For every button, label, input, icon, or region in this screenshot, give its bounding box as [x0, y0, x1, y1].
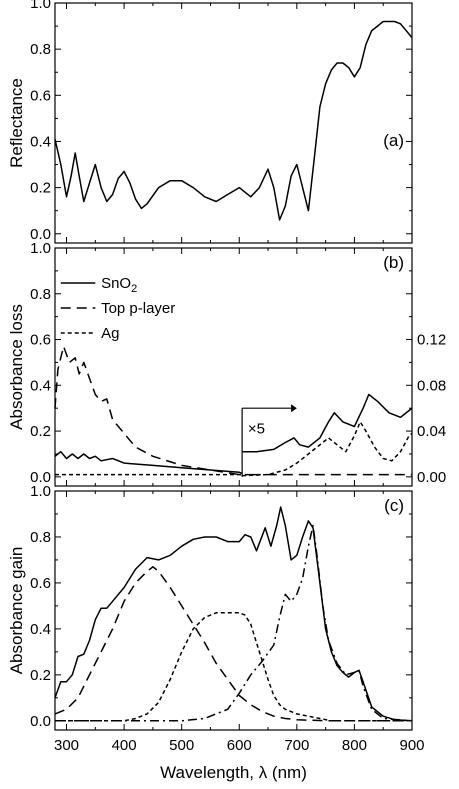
panel-c-series-dashdot-line: [55, 524, 413, 722]
panel-b-series-dotted-line: [242, 421, 413, 477]
panel-a-ylabel: Reflectance: [7, 78, 26, 168]
panel-b-series-dashed-line: [54, 345, 251, 476]
panel-b-ytick-label: 0.0: [30, 469, 51, 486]
panel-c-ytick-label: 0.6: [30, 575, 51, 592]
panel-a-ytick-label: 0.6: [30, 87, 51, 104]
panel-b-tag: (b): [383, 253, 404, 272]
legend-entry-solid: SnO2: [101, 275, 137, 295]
panel-b-right-ytick-label: 0.12: [417, 332, 446, 349]
panel-c-ytick-label: 0.8: [30, 529, 51, 546]
panel-c-ytick-label: 0.0: [30, 713, 51, 730]
panel-b-ytick-label: 0.2: [30, 423, 51, 440]
panel-b-frame: [54, 247, 413, 487]
panel-b-right-ytick-label: 0.04: [417, 423, 446, 440]
panel-a-series-solid-line: [54, 20, 413, 221]
panel-a-tag: (a): [383, 131, 404, 150]
panel-c-frame: [54, 490, 413, 731]
panel-c-tag: (c): [384, 496, 404, 515]
panel-b-ylabel: Absorbance loss: [7, 304, 26, 430]
panel-c-series-dashed-line: [54, 566, 412, 722]
panel-c-ytick-label: 0.2: [30, 667, 51, 684]
panel-b-ytick-label: 1.0: [30, 240, 51, 257]
x-axis-title: Wavelength, λ (nm): [160, 763, 307, 782]
xtick-label: 700: [284, 737, 309, 754]
xtick-label: 900: [399, 737, 424, 754]
panel-b-series-solid-line: [242, 393, 413, 453]
panel-a-ytick-label: 0.8: [30, 41, 51, 58]
panel-a-ytick-label: 0.4: [30, 133, 51, 150]
panel-c-series-dotted-line: [55, 612, 412, 722]
panel-c-ytick-label: 1.0: [30, 483, 51, 500]
xtick-label: 400: [112, 737, 137, 754]
panel-b-ytick-label: 0.4: [30, 377, 51, 394]
panel-b-right-ytick-label: 0.08: [417, 377, 446, 394]
legend-entry-dotted: Ag: [101, 325, 119, 342]
panel-c-ytick-label: 0.4: [30, 621, 51, 638]
xtick-label: 300: [54, 737, 79, 754]
legend-entry-dashed: Top p-layer: [101, 300, 175, 317]
panel-a-frame: [54, 2, 413, 244]
panel-c-ylabel: Absorbance gain: [7, 547, 26, 675]
panel-a-ytick-label: 0.2: [30, 180, 51, 197]
xtick-label: 500: [169, 737, 194, 754]
panel-b-x5-annotation: ×5: [248, 420, 265, 437]
panel-b-ytick-label: 0.6: [30, 332, 51, 349]
panel-a-ytick-label: 0.0: [30, 226, 51, 243]
panel-a-ytick-label: 1.0: [30, 0, 51, 12]
panel-c-series-solid-line: [54, 506, 413, 722]
panel-b-ytick-label: 0.8: [30, 286, 51, 303]
panel-b-right-ytick-label: 0.00: [417, 469, 446, 486]
panel-b-x5-arrowhead: [291, 404, 297, 413]
xtick-label: 800: [342, 737, 367, 754]
panel-b-series-solid-line: [54, 450, 243, 475]
xtick-label: 600: [227, 737, 252, 754]
